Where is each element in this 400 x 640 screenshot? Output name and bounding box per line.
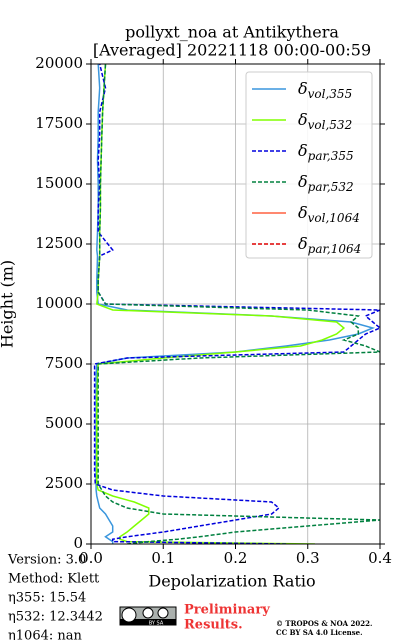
x-axis-label: Depolarization Ratio: [148, 572, 315, 591]
y-tick-label: 7500: [45, 354, 83, 372]
y-tick-label: 10000: [35, 294, 83, 312]
y-tick-label: 17500: [35, 114, 83, 132]
legend-box: [245, 71, 373, 259]
y-tick-label: 5000: [45, 414, 83, 432]
copyright: © TROPOS & NOA 2022.: [276, 619, 372, 628]
legend-label: δpar,532: [298, 172, 354, 194]
x-tick-label: 0.1: [151, 549, 175, 567]
legend-label: δvol,355: [298, 79, 352, 101]
badge-cc: [121, 607, 137, 623]
y-axis-label: Height (m): [0, 260, 17, 348]
chart-subtitle: [Averaged] 20221118 00:00-00:59: [93, 41, 371, 60]
info-text: Version: 3.0: [7, 553, 86, 568]
copyright: CC BY SA 4.0 License.: [276, 628, 363, 637]
info-text: η532: 12.3442: [8, 610, 103, 625]
legend-label: δpar,1064: [298, 234, 361, 256]
badge-sa: [157, 607, 169, 619]
chart-title: pollyxt_noa at Antikythera: [125, 23, 339, 42]
x-tick-label: 0.2: [224, 549, 248, 567]
info-text: η355: 15.54: [8, 591, 86, 606]
legend-label: δvol,1064: [298, 203, 360, 225]
x-tick-label: 0.4: [368, 549, 392, 567]
x-tick-label: 0.3: [296, 549, 320, 567]
preliminary-note: Results.: [184, 618, 243, 633]
badge-by: [142, 607, 154, 619]
y-tick-label: 2500: [45, 474, 83, 492]
x-tick-label: 0.0: [79, 549, 103, 567]
y-tick-label: 20000: [35, 54, 83, 72]
y-tick-label: 15000: [35, 174, 83, 192]
y-tick-label: 12500: [35, 234, 83, 252]
legend-label: δvol,532: [298, 110, 352, 132]
info-text: Method: Klett: [8, 572, 100, 587]
badge-text: BY SA: [149, 621, 164, 627]
preliminary-note: Preliminary: [184, 603, 270, 618]
legend-label: δpar,355: [298, 141, 354, 163]
y-tick-label: 0: [73, 534, 83, 552]
series-line: [97, 64, 380, 544]
plot-frame: [90, 63, 381, 545]
license-badge: BY SA: [119, 606, 177, 627]
badge-strip: [120, 619, 176, 625]
info-text: η1064: nan: [8, 629, 83, 640]
